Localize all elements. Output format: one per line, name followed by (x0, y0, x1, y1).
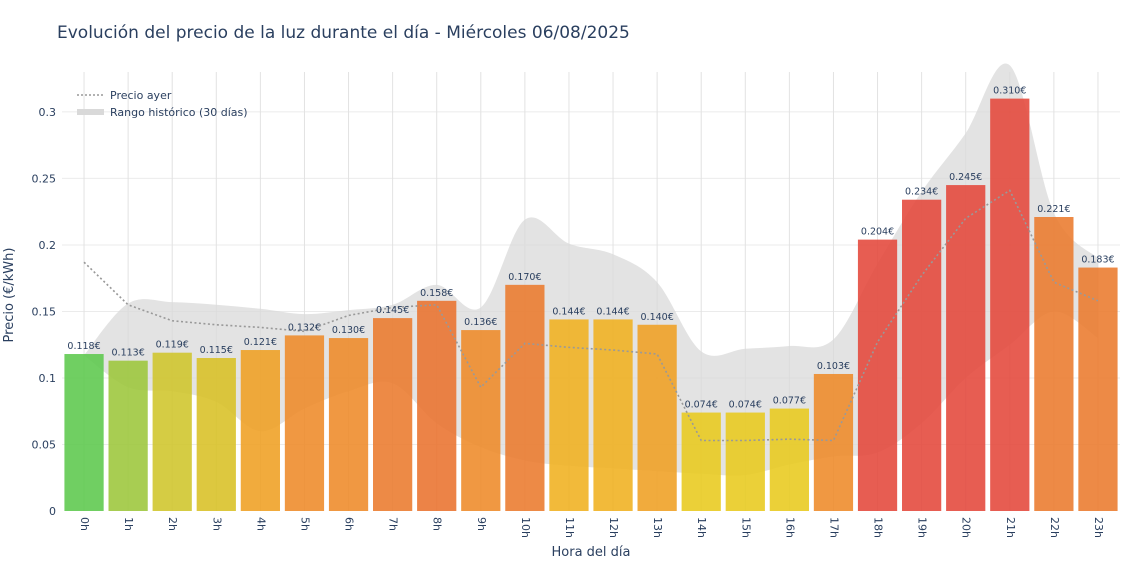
x-tick-label: 21h (1004, 517, 1017, 538)
x-tick-label: 11h (563, 517, 576, 538)
label-layer: 0.118€ 0.113€ 0.119€ 0.115€ 0.121€ 0.132€ 0.13… (67, 86, 1114, 411)
x-tick-label: 5h (298, 517, 311, 531)
x-tick-label: 19h (916, 517, 929, 538)
x-tick-label: 18h (872, 517, 885, 538)
bar-5h (284, 335, 325, 511)
previous-day-price-line (83, 189, 1099, 442)
x-tick-label: 14h (695, 517, 708, 538)
x-tick-label: 20h (960, 517, 973, 538)
bar-23h (1078, 267, 1118, 511)
y-tick-label: 0 (49, 505, 56, 518)
bar-value-label: 0.158€ (420, 288, 453, 299)
legend-label-historic-range: Rango histórico (30 días) (110, 106, 248, 119)
legend-label-previous-day: Precio ayer (110, 89, 172, 102)
y-tick-label: 0.15 (32, 305, 57, 318)
y-tick-label: 0.2 (39, 239, 57, 252)
x-tick-label: 7h (387, 517, 400, 531)
x-tick-label: 6h (343, 517, 356, 531)
bar-value-label: 0.140€ (641, 312, 674, 323)
bar-11h (549, 319, 589, 511)
band-layer (84, 63, 1098, 476)
y-tick-label: 0.05 (32, 438, 57, 451)
bar-value-label: 0.132€ (288, 322, 321, 333)
bar-10h (505, 284, 545, 511)
x-tick-label: 8h (431, 517, 444, 531)
bar-value-label: 0.136€ (464, 317, 497, 328)
x-axis-title: Hora del día (552, 545, 631, 560)
bar-8h (417, 300, 457, 511)
bar-21h (990, 98, 1030, 511)
x-tick-label: 4h (254, 517, 267, 531)
x-tick-label: 9h (475, 517, 488, 531)
bar-16h (769, 408, 809, 511)
x-tick-label: 2h (166, 517, 179, 531)
x-tick-label: 15h (739, 517, 752, 538)
bar-9h (461, 330, 501, 511)
bar-value-label: 0.074€ (729, 400, 762, 411)
x-tick-label: 17h (827, 517, 840, 538)
bar-value-label: 0.077€ (773, 396, 806, 407)
x-tick-label: 12h (607, 517, 620, 538)
bar-14h (681, 412, 721, 511)
x-tick-label: 13h (651, 517, 664, 538)
bar-3h (196, 358, 236, 511)
bar-2h (152, 352, 192, 511)
bar-value-label: 0.170€ (508, 272, 541, 283)
chart-title: Evolución del precio de la luz durante e… (57, 23, 630, 43)
bar-value-label: 0.074€ (685, 400, 718, 411)
bar-17h (813, 373, 854, 511)
line-layer (83, 189, 1099, 442)
x-tick-label: 1h (122, 517, 135, 531)
legend[interactable]: Precio ayer Rango histórico (30 días) (77, 89, 248, 119)
bar-22h (1034, 217, 1074, 511)
bar-12h (593, 319, 633, 511)
bar-layer (64, 98, 1118, 512)
y-tick-label: 0.1 (39, 372, 57, 385)
x-tick-label: 10h (519, 517, 532, 538)
bar-value-label: 0.119€ (156, 340, 189, 351)
bar-value-label: 0.103€ (817, 361, 850, 372)
x-tick-label: 23h (1092, 517, 1105, 538)
bar-20h (946, 185, 986, 512)
bar-19h (902, 199, 942, 511)
bar-value-label: 0.144€ (552, 306, 585, 317)
bar-value-label: 0.221€ (1037, 204, 1070, 215)
y-tick-label: 0.25 (32, 172, 57, 185)
axis-layer: 0 0.05 0.1 0.15 0.2 0.25 0.3 0h 1h 2h 3h 4h 5h 6h 7h 8h… (32, 106, 1105, 538)
bar-value-label: 0.234€ (905, 187, 938, 198)
bar-value-label: 0.130€ (332, 325, 365, 336)
bar-15h (725, 412, 765, 511)
y-axis-title: Precio (€/kWh) (2, 248, 17, 343)
bar-value-label: 0.204€ (861, 227, 894, 238)
historic-range-band (84, 63, 1098, 476)
bar-0h (64, 354, 104, 511)
bar-value-label: 0.113€ (112, 348, 145, 359)
bar-value-label: 0.121€ (244, 337, 277, 348)
bar-value-label: 0.183€ (1081, 255, 1114, 266)
x-tick-label: 22h (1048, 517, 1061, 538)
x-tick-label: 0h (78, 517, 91, 531)
bar-value-label: 0.245€ (949, 172, 982, 183)
x-tick-label: 3h (210, 517, 223, 531)
bar-6h (328, 338, 369, 511)
x-tick-label: 16h (783, 517, 796, 538)
bar-value-label: 0.144€ (596, 306, 629, 317)
y-tick-label: 0.3 (39, 106, 57, 119)
bar-value-label: 0.310€ (993, 86, 1026, 97)
bar-4h (240, 350, 280, 511)
bar-1h (108, 360, 148, 511)
bar-13h (637, 324, 677, 511)
bar-7h (373, 318, 413, 511)
bar-value-label: 0.115€ (200, 345, 233, 356)
bar-value-label: 0.145€ (376, 305, 409, 316)
bar-18h (857, 239, 898, 512)
bar-value-label: 0.118€ (67, 341, 100, 352)
